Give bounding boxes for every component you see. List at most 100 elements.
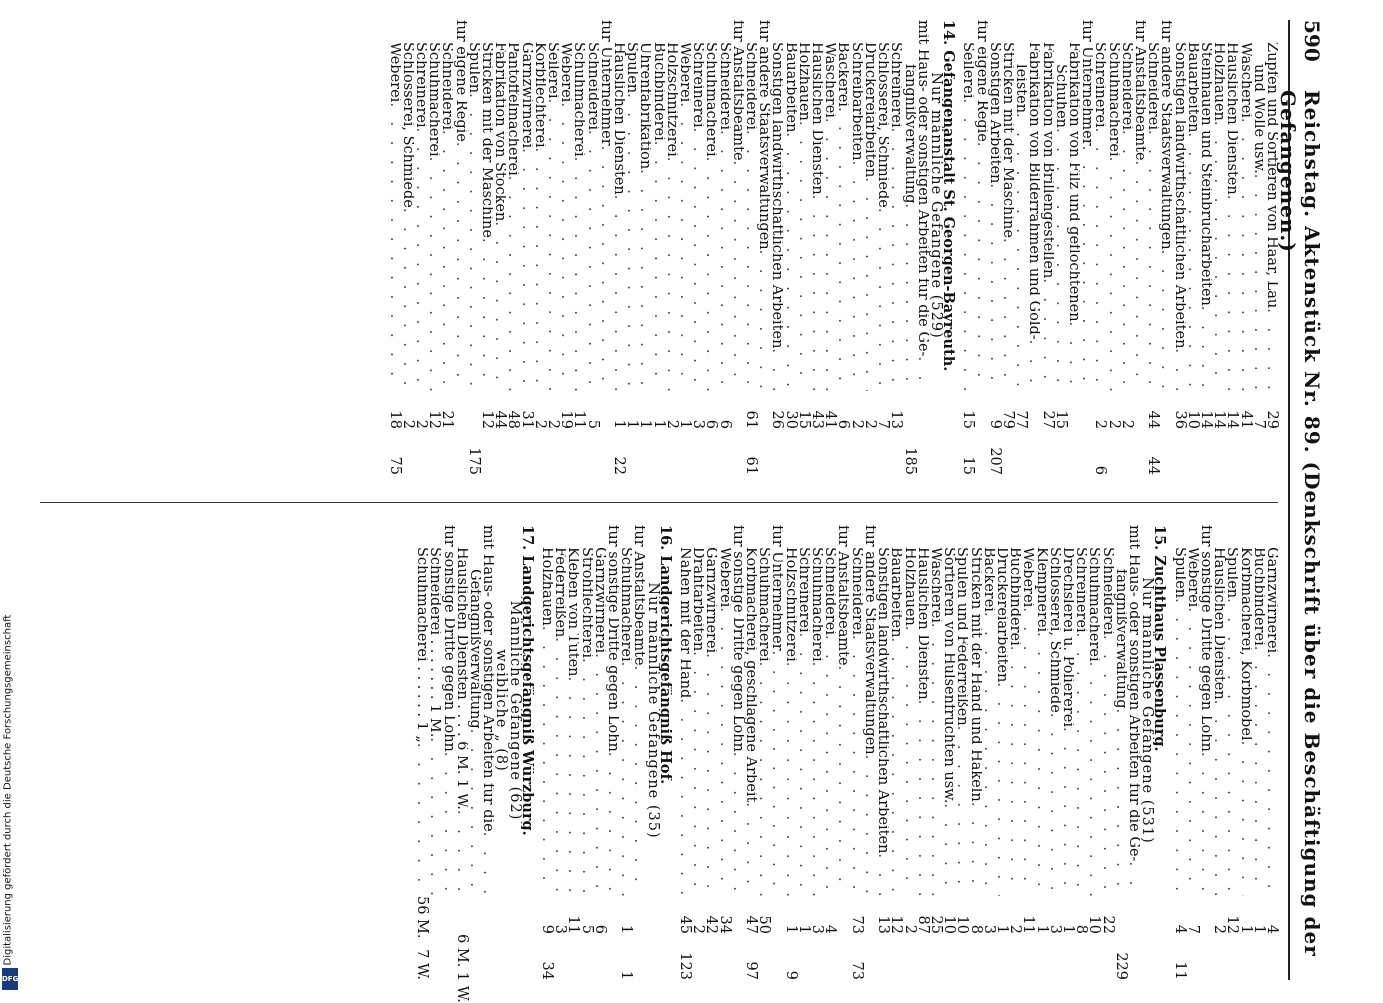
leader-dots	[942, 803, 955, 896]
table-row: Schneiderei 22	[1100, 525, 1116, 980]
leader-dots	[1100, 635, 1113, 896]
table-row: Männliche Gefangene (62)	[507, 525, 523, 980]
table-row: Häuslichen Diensten 1 22	[611, 20, 628, 475]
leader-dots	[651, 141, 664, 391]
row-label: Häuslichen Diensten	[915, 547, 929, 700]
table-row: Fabrikation von Brillengestellen 27	[1039, 20, 1056, 475]
row-label: Weberei	[559, 42, 573, 103]
row-count: 6	[703, 419, 720, 429]
leader-dots	[863, 755, 876, 896]
table-row: Schneiderei 5	[585, 20, 601, 475]
leader-dots	[876, 853, 889, 896]
table-row: Druckereiarbeiten1	[994, 525, 1010, 980]
row-label: Holzhauen	[1211, 42, 1226, 121]
row-label: Uhrenfabrikation	[638, 42, 652, 170]
row-label: Schreinerei	[691, 42, 705, 128]
leader-dots	[1146, 130, 1159, 391]
table-row: Schneiderei 44 44	[1145, 20, 1162, 475]
row-label: Holzschnitzerei	[664, 42, 678, 157]
row-count: 15	[960, 410, 977, 429]
table-row: Buchbinderei1	[1251, 525, 1267, 980]
row-label: Schneiderei	[1145, 42, 1160, 130]
row-label: Schlosserei, Schmiede	[875, 42, 890, 208]
leader-dots	[612, 195, 625, 391]
row-label: Schneiderei	[823, 547, 837, 635]
row-count: 61	[743, 410, 760, 429]
table-row: Klempnerei 1	[1034, 525, 1050, 980]
row-label: für sonstige Dritte gegen Lohn	[441, 525, 455, 752]
row-count: 4	[822, 924, 839, 934]
table-row: Wäscherei25	[928, 525, 944, 980]
table-row: Holzschnitzerei2	[664, 20, 680, 475]
row-count: 11	[1020, 915, 1037, 934]
leader-dots	[1252, 646, 1265, 896]
row-label: Bäckerei	[981, 547, 995, 612]
row-count: 1	[624, 419, 641, 429]
leader-dots	[783, 132, 796, 391]
leader-dots	[414, 128, 427, 391]
row-count: 1	[637, 419, 654, 429]
row-label: Buchbinderei	[651, 42, 665, 141]
row-count: 27	[1039, 410, 1056, 429]
leader-dots	[1172, 598, 1185, 896]
row-label: für Unternehmer	[770, 525, 784, 651]
row-label: Schreibarbeiten	[849, 42, 863, 161]
leader-dots	[850, 161, 863, 391]
table-row: mit Haus- oder sonstigen Arbeiten für di…	[916, 20, 929, 475]
table-row: Sonstigen landwirthschaftlichen Arbeiten…	[769, 20, 785, 475]
row-subtotal: 9	[782, 970, 799, 980]
row-subtotal: 7 W.	[414, 949, 431, 980]
leader-dots	[1080, 146, 1093, 391]
row-label: Sonstigen landwirthschaftlichen Arbeiten	[875, 547, 890, 854]
table-row: Holzhauen 2	[902, 525, 918, 980]
row-label: Holzhauen	[796, 42, 810, 121]
table-row: Bäckerei 6	[835, 20, 852, 475]
table-row: Sortieren von Hülsenfrüchten usw.10	[941, 525, 957, 980]
row-label: Häuslichen Diensten	[1225, 42, 1239, 195]
row-label: Garnzwirnerei	[519, 42, 533, 149]
leader-dots	[982, 612, 995, 896]
table-row: Nur männliche Gefangene (35)	[645, 525, 661, 980]
row-label: Bäckerei	[836, 42, 850, 107]
row-label: Fabrikation von Bilderrahmen und Gold-	[1027, 42, 1041, 340]
row-label: Schreinerei	[1073, 547, 1088, 633]
table-row: Drechslerei u. Poliererei1	[1060, 525, 1076, 980]
row-label: Spulen	[466, 42, 480, 94]
table-row: Seilerei2	[545, 20, 561, 475]
leader-dots	[678, 698, 691, 896]
row-count: 12	[888, 915, 905, 934]
table-row: Holzhauen15	[796, 20, 812, 475]
row-label: Weberei	[1185, 547, 1199, 608]
leader-dots	[593, 653, 606, 896]
row-label: Schneiderei	[1100, 547, 1114, 635]
row-count: 2	[690, 924, 707, 934]
right-column: Garnzwirnerei4Buchbinderei1Korbmacherei,…	[414, 525, 1280, 1003]
table-row: weibliche „ (8)	[493, 525, 510, 980]
table-row: Drahtarbeiten 2	[690, 525, 707, 980]
row-count: 44	[1145, 410, 1162, 429]
row-subtotal: 22	[611, 456, 628, 475]
leader-dots	[916, 356, 929, 391]
table-row: für Unternehmer	[599, 20, 612, 475]
row-subtotal: 75	[386, 456, 403, 475]
table-row: Spulen und Federreißen 10	[954, 525, 970, 980]
row-label: Sonstigen landwirthschaftlichen Arbeiten	[1172, 42, 1186, 349]
leader-dots	[427, 157, 440, 391]
row-label: Weberei	[717, 547, 731, 608]
leader-dots	[1120, 130, 1133, 391]
subheading: weibliche „ (8)	[493, 649, 510, 772]
row-label: Häuslichen Diensten	[1211, 547, 1226, 700]
row-count: 10	[1086, 915, 1103, 934]
row-label: Drahtarbeiten	[691, 547, 705, 652]
row-count: 6	[835, 419, 852, 429]
leader-dots	[428, 737, 441, 896]
table-row: für sonstige Dritte gegen Lohn	[606, 525, 619, 980]
leader-dots	[1074, 633, 1087, 896]
table-row: Nähen mit der Hand 45 123	[677, 525, 693, 980]
leader-dots	[717, 130, 730, 391]
table-row: Häuslichen Diensten87	[915, 525, 931, 980]
row-label: für sonstige Dritte gegen Lohn	[730, 525, 744, 752]
table-row: Druckereiarbeiten2	[862, 20, 878, 475]
table-row: Holzschnitzerei 1 9	[782, 525, 799, 980]
row-label: Spulen und Federreißen	[955, 547, 969, 726]
